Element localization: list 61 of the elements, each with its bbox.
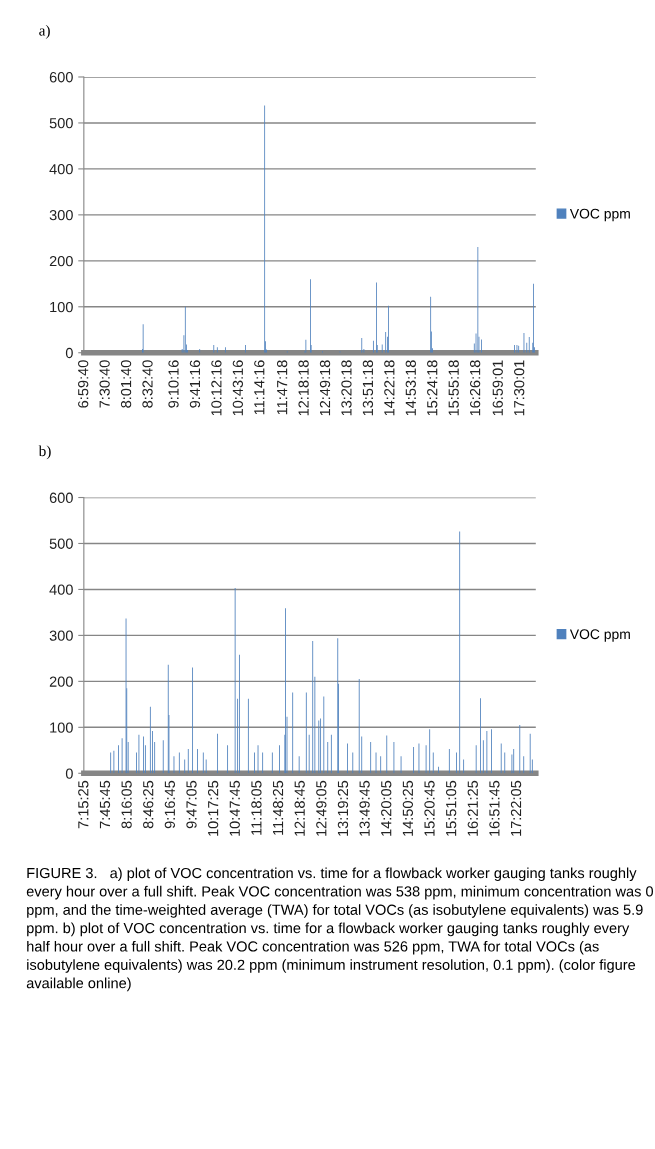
y-tick-label: 0 [65,768,73,779]
x-tick-label: 14:20:05 [381,780,392,836]
x-tick-label: 8:01:40 [120,360,132,408]
x-tick-label: 15:55:18 [448,360,459,416]
x-tick-label: 7:15:25 [78,780,89,829]
legend-label: VOC ppm [569,629,630,642]
x-tick-label: 11:14:16 [254,360,265,415]
x-tick-label: 12:18:45 [294,780,305,836]
legend-label: VOC ppm [569,208,630,222]
x-tick-label: 15:24:18 [427,360,438,416]
y-tick-label: 200 [49,255,73,267]
x-tick-label: 15:51:05 [445,780,457,836]
x-tick-label: 9:47:05 [186,780,197,829]
x-tick-label: 10:43:16 [232,360,244,416]
x-tick-label: 11:47:18 [276,360,288,415]
y-tick-label: 500 [49,538,73,549]
x-tick-label: 17:22:05 [510,780,522,836]
y-tick-label: 0 [65,347,73,359]
x-tick-label: 12:18:18 [298,360,309,416]
x-tick-label: 14:22:18 [384,360,395,416]
x-tick-label: 9:10:16 [168,360,179,408]
x-tick-label: 12:49:18 [319,360,331,416]
y-tick-label: 600 [49,72,73,83]
y-tick-label: 300 [49,209,73,221]
x-tick-label: 14:53:18 [405,360,416,416]
x-tick-label: 10:47:45 [229,780,240,836]
x-tick-label: 13:19:25 [337,780,349,836]
x-tick-label: 9:41:16 [189,360,201,408]
y-tick-label: 300 [49,630,73,641]
y-tick-label: 100 [50,301,73,313]
x-tick-label: 16:21:25 [467,780,478,836]
x-tick-label: 6:59:40 [78,360,89,408]
x-tick-label: 8:16:05 [121,780,132,829]
y-tick-label: 400 [49,584,73,595]
chart-title: a) [39,24,50,39]
x-tick-label: 15:20:45 [424,780,435,836]
x-tick-label: 14:50:25 [402,780,414,836]
x-tick-label: 16:51:45 [489,780,500,836]
y-tick-label: 600 [49,492,73,503]
x-tick-label: 12:49:05 [316,780,327,836]
x-tick-label: 16:59:01 [492,360,503,416]
x-tick-label: 13:51:18 [362,360,374,416]
y-tick-label: 200 [49,676,73,687]
y-tick-label: 100 [50,722,73,733]
x-tick-label: 8:32:40 [142,360,153,408]
x-tick-label: 7:45:45 [99,780,111,829]
x-tick-label: 11:18:05 [251,780,262,835]
x-tick-label: 7:30:40 [99,360,110,408]
y-tick-label: 400 [49,164,73,175]
x-tick-label: 11:48:25 [272,780,284,835]
x-tick-label: 13:49:45 [359,780,370,836]
x-tick-label: 9:16:45 [164,780,176,829]
x-tick-label: 10:12:16 [211,360,222,416]
x-tick-label: 8:46:25 [143,780,154,829]
x-tick-label: 13:20:18 [341,360,352,416]
x-tick-label: 16:26:18 [469,360,481,416]
x-tick-label: 17:30:01 [514,360,525,416]
caption: FIGURE 3. a) plot of VOC concentration vs. time for a flowback worker gauging tanks roughly every hour over a full shift. Peak VOC concentration was 538 ppm, minimum concentration was 0 ppm, and the time-weighted average (TWA) for total VOCs (as isobutylene equivalents) was 5.9 ppm. b) plot of VOC concentration vs. time for a flowback worker gauging tanks roughly every half hour over a full shift. Peak VOC concentration was 526 ppm, TWA for total VOCs (as isobutylene equivalents) was 20.2 ppm (minimum instrument resolution, 0.1 ppm). (color figure available online) [26,867,653,992]
y-tick-label: 500 [49,118,73,129]
chart-title: b) [38,445,51,460]
x-tick-label: 10:17:25 [207,780,219,836]
